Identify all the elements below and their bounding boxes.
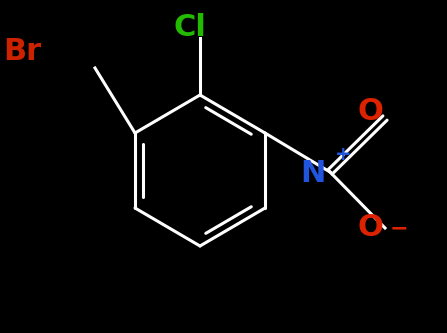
Text: Br: Br (3, 38, 41, 67)
Text: O: O (357, 98, 383, 127)
Text: −: − (390, 218, 408, 238)
Text: +: + (335, 146, 351, 165)
Text: Cl: Cl (173, 14, 207, 43)
Text: O: O (357, 213, 383, 242)
Text: N: N (300, 159, 326, 187)
